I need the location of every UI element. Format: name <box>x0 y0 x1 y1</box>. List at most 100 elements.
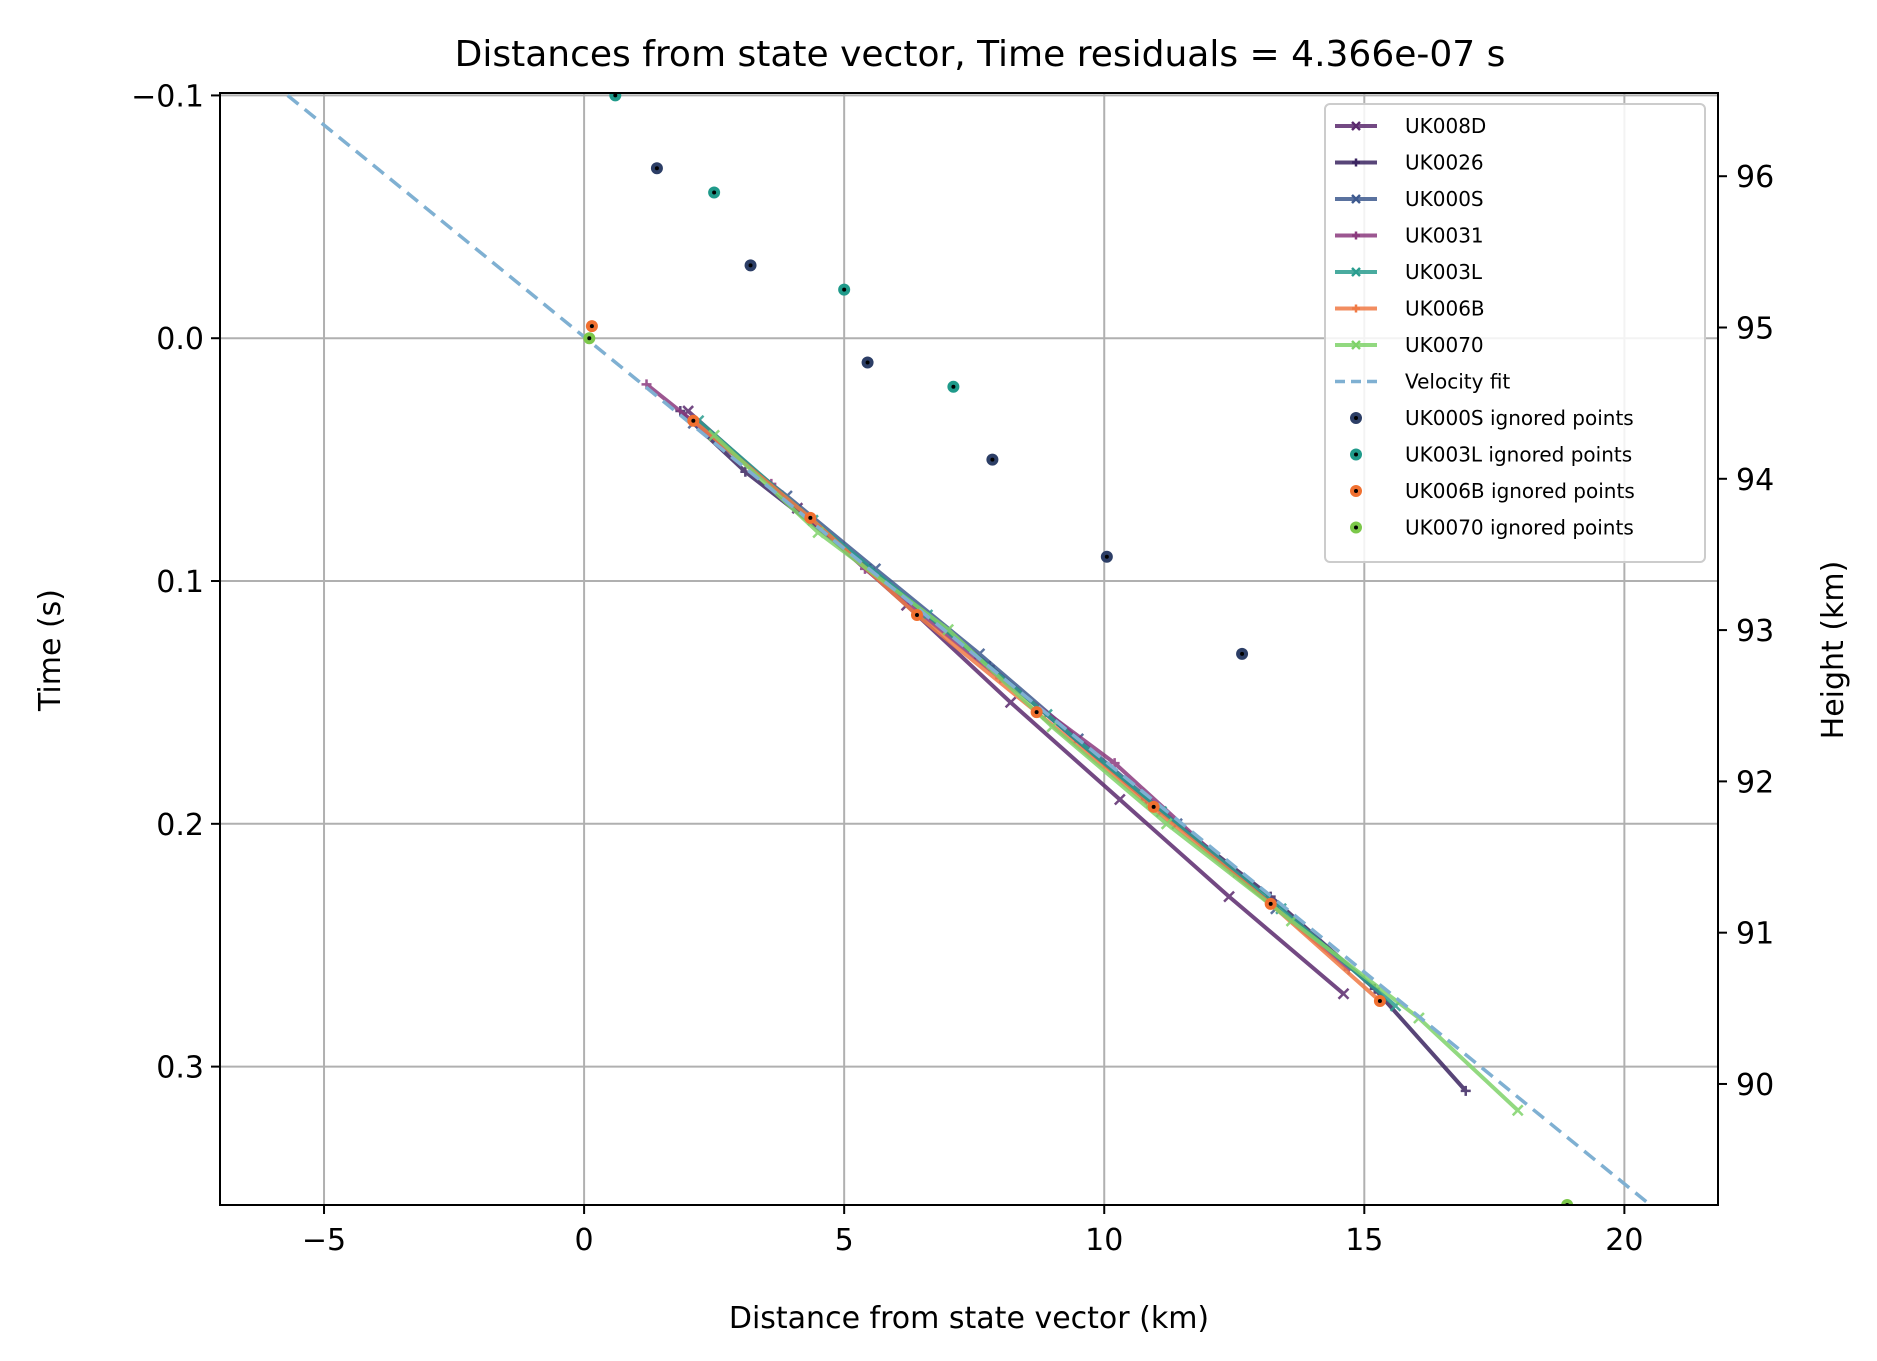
y-tick-label: 0.2 <box>156 808 204 843</box>
x-marker <box>942 623 955 636</box>
scatter-point-center <box>808 515 813 520</box>
y2-tick-label: 94 <box>1736 463 1774 498</box>
legend-item-uk006b-ignored-points: UK006B ignored points <box>1350 479 1635 503</box>
x-tick-label: −5 <box>302 1223 346 1258</box>
scatter-point-center <box>654 166 659 171</box>
legend-swatch-center <box>1354 489 1358 493</box>
scatter-point-center <box>587 336 592 341</box>
legend-swatch-center <box>1354 525 1358 530</box>
legend-label: UK0031 <box>1405 224 1484 248</box>
legend-box <box>1324 103 1706 563</box>
scatter-point-center <box>1268 901 1273 906</box>
scatter-point-center <box>589 324 594 329</box>
x-marker <box>1337 987 1350 1000</box>
x-marker <box>1351 121 1361 131</box>
scatter-point-center <box>1377 999 1382 1004</box>
series-uk0070 <box>708 429 1524 1117</box>
chart-title: Distances from state vector, Time residu… <box>455 34 1506 75</box>
legend-label: UK000S <box>1405 187 1484 211</box>
plus-marker <box>1352 304 1360 313</box>
scatter-point-center <box>951 384 956 389</box>
x-tick-label: 10 <box>1085 1223 1123 1258</box>
scatter-point-center <box>613 93 618 98</box>
legend-item-uk003l: UK003L <box>1335 260 1483 284</box>
y-tick-label: −0.1 <box>131 79 204 114</box>
scatter-point-center <box>1151 804 1156 809</box>
legend-swatch-center <box>1354 416 1358 420</box>
plus-marker <box>1352 231 1360 240</box>
scatter-point <box>1561 1199 1574 1205</box>
scatter-point-center <box>865 360 870 365</box>
x-marker <box>1351 267 1361 277</box>
x-tick-label: 20 <box>1605 1223 1643 1258</box>
y2-tick-label: 95 <box>1736 312 1774 347</box>
series-uk006b-ignored-points <box>585 320 1386 1008</box>
y-axis-label: Time (s) <box>33 589 68 712</box>
legend-label: Velocity fit <box>1405 370 1510 394</box>
ticks: −5 0 5 10 15 20 −0.1 0.0 0.1 0.2 0.3 90 91 92 93 94 95 96 <box>131 79 1774 1258</box>
y2-tick-label: 96 <box>1736 160 1774 195</box>
y-tick-label: 0.0 <box>156 322 204 357</box>
x-marker <box>1004 696 1017 709</box>
plus-marker <box>1460 1085 1471 1096</box>
x-tick-label: 5 <box>835 1223 854 1258</box>
y2-tick-label: 91 <box>1736 917 1774 952</box>
y2-tick-label: 92 <box>1736 765 1774 800</box>
scatter-point-center <box>748 263 753 268</box>
legend-item-velocity-fit: Velocity fit <box>1335 370 1510 394</box>
plus-marker <box>1352 158 1360 167</box>
legend-label: UK003L ignored points <box>1405 443 1632 467</box>
legend-item-uk0031: UK0031 <box>1335 224 1484 248</box>
y-tick-label: 0.3 <box>156 1051 204 1086</box>
x-marker <box>1511 1104 1524 1117</box>
y2-tick-label: 93 <box>1736 614 1774 649</box>
legend-item-uk008d: UK008D <box>1335 114 1486 138</box>
series-line <box>712 433 1520 1112</box>
x-axis-label: Distance from state vector (km) <box>729 1301 1209 1336</box>
x-marker <box>1223 890 1235 903</box>
x-marker <box>1351 340 1361 350</box>
velocity-fit-line <box>286 94 1652 1205</box>
plot-frame <box>219 92 1719 1206</box>
y2-tick-label: 90 <box>1736 1068 1774 1103</box>
legend-item-uk006b: UK006B <box>1335 297 1485 321</box>
y2-axis-label: Height (km) <box>1816 561 1851 740</box>
scatter-point-center <box>914 613 919 618</box>
scatter-point-center <box>691 418 696 423</box>
legend-item-uk0026: UK0026 <box>1335 151 1484 175</box>
x-marker <box>1046 720 1059 733</box>
x-marker <box>708 429 721 442</box>
x-tick-label: 15 <box>1345 1223 1383 1258</box>
x-tick-label: 0 <box>575 1223 594 1258</box>
legend: UK008D UK0026 UK000S UK0031 UK003L UK006B UK00… <box>1324 103 1706 563</box>
scatter-point-center <box>1104 554 1109 559</box>
legend-item-uk000s-ignored-points: UK000S ignored points <box>1350 406 1634 430</box>
legend-label: UK006B <box>1405 297 1485 321</box>
legend-item-uk0070: UK0070 <box>1335 333 1484 357</box>
x-marker <box>1113 793 1126 806</box>
series-uk003l-ignored-points <box>609 93 960 393</box>
legend-label: UK0070 ignored points <box>1405 516 1634 540</box>
scatter-point-center <box>842 287 847 292</box>
legend-label: UK0026 <box>1405 151 1484 175</box>
y-tick-label: 0.1 <box>156 565 204 600</box>
legend-label: UK006B ignored points <box>1405 479 1635 503</box>
scatter-point-center <box>1034 710 1039 715</box>
plus-marker <box>1109 758 1120 769</box>
legend-label: UK000S ignored points <box>1405 406 1634 430</box>
legend-item-uk0070-ignored-points: UK0070 ignored points <box>1350 516 1634 540</box>
legend-label: UK0070 <box>1405 333 1484 357</box>
legend-label: UK008D <box>1405 114 1486 138</box>
x-marker <box>1351 194 1361 204</box>
legend-item-uk000s: UK000S <box>1335 187 1484 211</box>
legend-item-uk003l-ignored-points: UK003L ignored points <box>1350 443 1632 467</box>
legend-swatch-center <box>1354 452 1358 457</box>
series-uk000s-ignored-points <box>650 162 1249 660</box>
scatter-point-center <box>712 190 717 195</box>
plot-content <box>286 93 1652 1205</box>
x-marker <box>1160 817 1173 830</box>
scatter-point-center <box>990 457 995 462</box>
legend-label: UK003L <box>1405 260 1483 284</box>
scatter-point-center <box>1240 651 1245 656</box>
